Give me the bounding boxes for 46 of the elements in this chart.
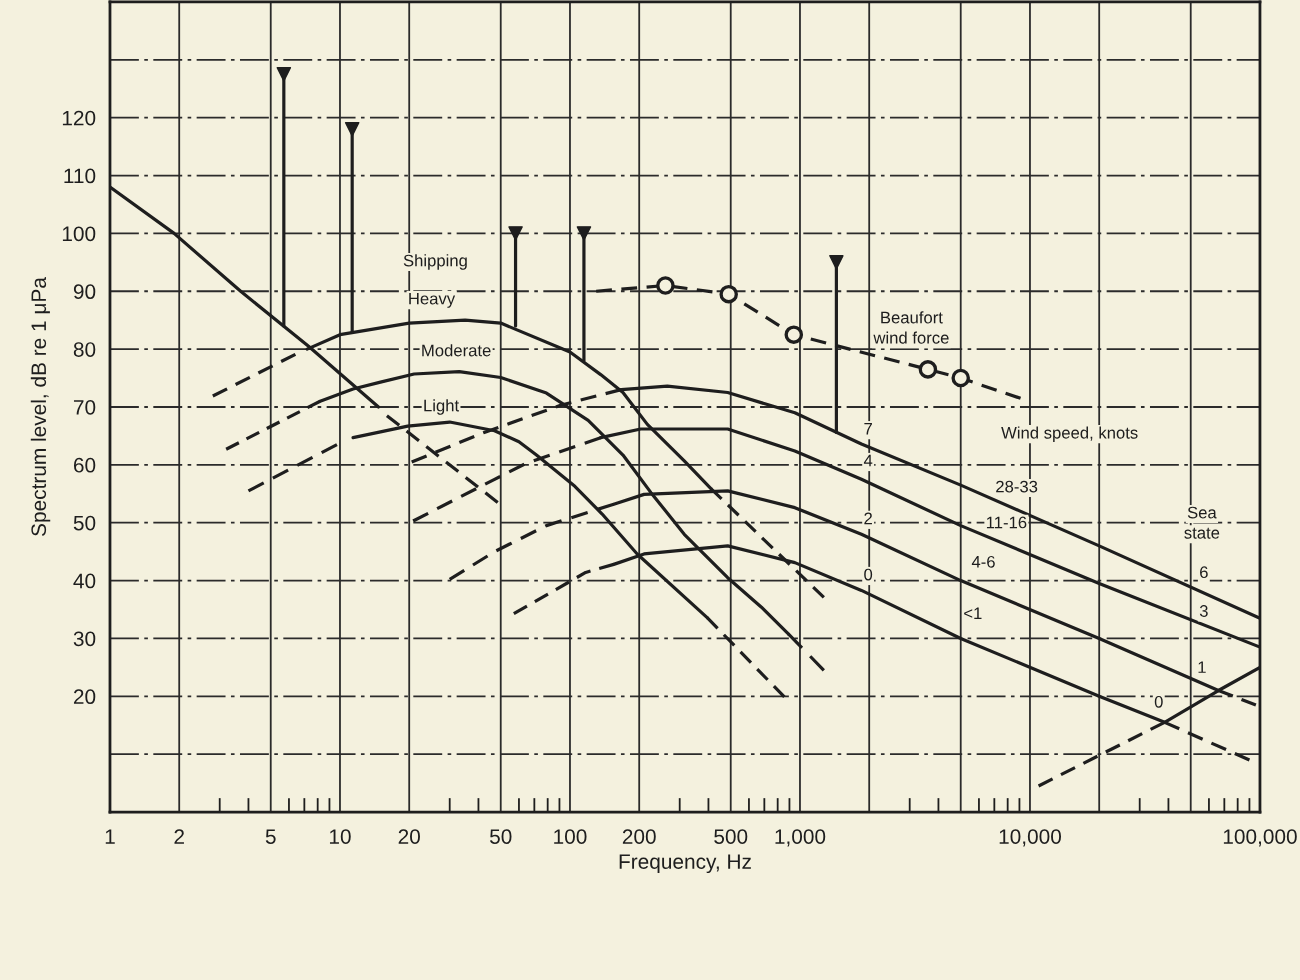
- annotation: Sea: [1187, 506, 1217, 519]
- y-tick-label: 70: [73, 400, 96, 415]
- y-tick-label: 40: [73, 573, 96, 589]
- y-tick-label: 120: [62, 110, 96, 126]
- x-tick-label: 20: [398, 829, 420, 844]
- annotation: <1: [964, 607, 982, 620]
- x-tick-label: 500: [714, 829, 748, 844]
- x-tick-label: 10,000: [999, 829, 1062, 847]
- annotation: 0: [864, 568, 873, 581]
- x-tick-label: 1,000: [775, 829, 826, 847]
- x-tick-label: 50: [489, 829, 512, 844]
- y-tick-label: 90: [73, 284, 96, 300]
- y-tick-label: 110: [64, 168, 96, 184]
- annotation: 6: [1200, 566, 1208, 579]
- y-tick-label: 30: [73, 631, 96, 647]
- annotation: 3: [1199, 605, 1208, 617]
- y-axis-title: Spectrum level, dB re 1 μPa: [30, 277, 51, 536]
- annotation: 1: [1198, 661, 1206, 673]
- x-tick-label: 5: [265, 829, 276, 844]
- annotation: Beaufort: [881, 311, 943, 324]
- annotation: 28-33: [996, 480, 1038, 493]
- y-tick-label: 60: [73, 457, 96, 473]
- annotation: Moderate: [422, 344, 491, 357]
- annotation: 2: [864, 512, 872, 525]
- annotation: Wind speed, knots: [1001, 426, 1138, 442]
- x-tick-label: 2: [174, 829, 184, 844]
- x-axis-title: Frequency, Hz: [619, 854, 751, 874]
- x-tick-label: 100: [554, 829, 587, 844]
- annotation: Heavy: [409, 292, 456, 308]
- y-tick-label: 80: [73, 342, 96, 357]
- annotation: 7: [864, 423, 872, 435]
- y-tick-label: 50: [73, 515, 96, 531]
- annotation: state: [1184, 527, 1220, 539]
- x-tick-label: 10: [329, 829, 351, 844]
- annotation: Light: [424, 399, 460, 415]
- x-tick-label: 1: [105, 829, 115, 844]
- annotation: 11-16: [986, 516, 1027, 529]
- y-tick-label: 100: [62, 226, 96, 242]
- x-tick-label: 100,000: [1223, 829, 1297, 847]
- annotation: 0: [1154, 695, 1163, 708]
- y-tick-label: 20: [73, 689, 96, 705]
- x-tick-label: 200: [622, 829, 656, 844]
- annotation: Shipping: [403, 254, 467, 270]
- annotation: wind force: [873, 331, 949, 344]
- annotation: 4-6: [971, 555, 995, 568]
- annotation: 4: [863, 454, 873, 467]
